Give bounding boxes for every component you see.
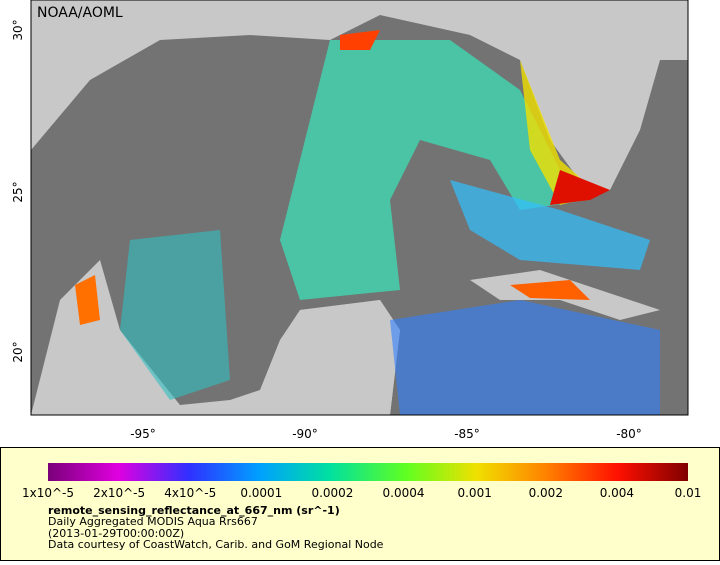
colorbar-label: 0.001 xyxy=(457,486,491,500)
lon-label: -85° xyxy=(454,427,480,441)
lon-labels: -95° -90° -85° -80° xyxy=(130,427,642,441)
colorbar-label: 0.01 xyxy=(675,486,702,500)
colorbar-label: 0.004 xyxy=(600,486,634,500)
lat-label: 30° xyxy=(11,19,25,40)
colorbar-label: 0.0004 xyxy=(383,486,425,500)
lat-labels: 30° 25° 20° xyxy=(11,19,25,362)
map-frame xyxy=(30,0,689,416)
map xyxy=(31,0,688,415)
colorbar xyxy=(48,463,688,481)
colorbar-labels: 1x10^-5 2x10^-5 4x10^-5 0.0001 0.0002 0.0004 0… xyxy=(22,486,701,500)
colorbar-label: 0.0001 xyxy=(240,486,282,500)
legend-line: Daily Aggregated MODIS Aqua Rrs667 xyxy=(48,515,258,528)
lon-label: -95° xyxy=(130,427,156,441)
legend-line: Data courtesy of CoastWatch, Carib. and … xyxy=(48,538,384,551)
colorbar-label: 1x10^-5 xyxy=(22,486,74,500)
variable-name: remote_sensing_reflectance_at_667_nm (sr… xyxy=(48,504,340,517)
lon-label: -90° xyxy=(292,427,318,441)
lat-label: 20° xyxy=(11,341,25,362)
colorbar-label: 2x10^-5 xyxy=(93,486,145,500)
lon-label: -80° xyxy=(616,427,642,441)
colorbar-label: 0.0002 xyxy=(311,486,353,500)
credit: NOAA/AOML xyxy=(37,5,123,21)
colorbar-label: 0.002 xyxy=(529,486,563,500)
colorbar-label: 4x10^-5 xyxy=(164,486,216,500)
legend-line: (2013-01-29T00:00:00Z) xyxy=(48,527,184,540)
lat-label: 25° xyxy=(11,181,25,202)
